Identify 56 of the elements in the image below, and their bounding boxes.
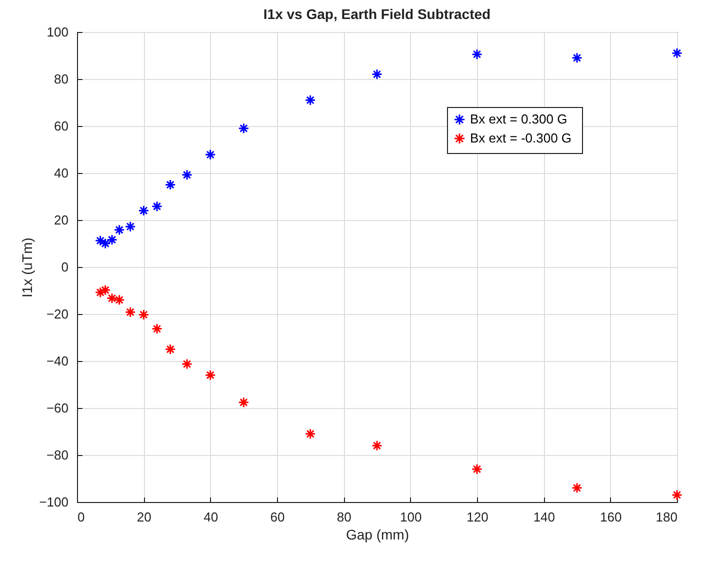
x-tick-label: 60 [270,510,285,524]
point [164,179,176,190]
x-tick-label: 100 [400,510,422,524]
point [138,309,150,320]
y-tick-label: 80 [54,72,68,86]
y-tick-label: 100 [46,24,68,40]
point [152,200,162,212]
x-tick-label: 120 [466,510,488,524]
point [124,221,136,232]
point [124,306,136,318]
point [472,48,482,60]
point [100,284,111,296]
point [238,396,250,408]
y-tick-label: −100 [39,494,68,510]
x-tick-label: 40 [204,510,218,524]
point [182,358,192,370]
x-tick-label: 20 [136,510,152,524]
y-tick-label: 20 [54,212,68,228]
point [138,205,150,216]
x-axis-title: Gap (mm) [346,526,409,542]
point [672,489,682,500]
y-tick-label: −20 [46,306,68,322]
y-tick-label: −40 [46,354,68,368]
point [106,234,118,246]
point [238,122,250,134]
y-tick-label: −80 [46,448,68,462]
x-tick-label: 80 [336,510,352,524]
x-tick-label: 160 [600,510,622,524]
point [304,428,316,440]
point [182,169,192,180]
point [204,149,216,160]
x-tick-label: 140 [533,510,556,524]
point [106,292,118,304]
y-tick-label: 40 [54,166,68,180]
point [672,48,682,59]
legend-label: Bx ext = 0.300 G [470,112,568,126]
chart-title: I1x vs Gap, Earth Field Subtracted [263,6,491,22]
y-tick-label: 0 [61,260,68,274]
point [304,94,316,106]
x-tick-label: 180 [656,510,678,524]
point [572,482,582,494]
point [472,464,482,475]
y-tick-label: 60 [54,118,68,134]
point [204,370,216,381]
x-tick-label: 0 [78,510,85,524]
y-tick-label: −60 [46,400,68,416]
point [372,68,382,80]
point [372,440,382,452]
y-axis-title: I1x (uTm) [19,238,36,298]
point [114,224,125,236]
point [164,344,176,355]
point [152,323,162,334]
point [94,286,106,298]
point [572,52,582,64]
legend-label: Bx ext = -0.300 G [470,130,572,146]
point [114,294,125,306]
